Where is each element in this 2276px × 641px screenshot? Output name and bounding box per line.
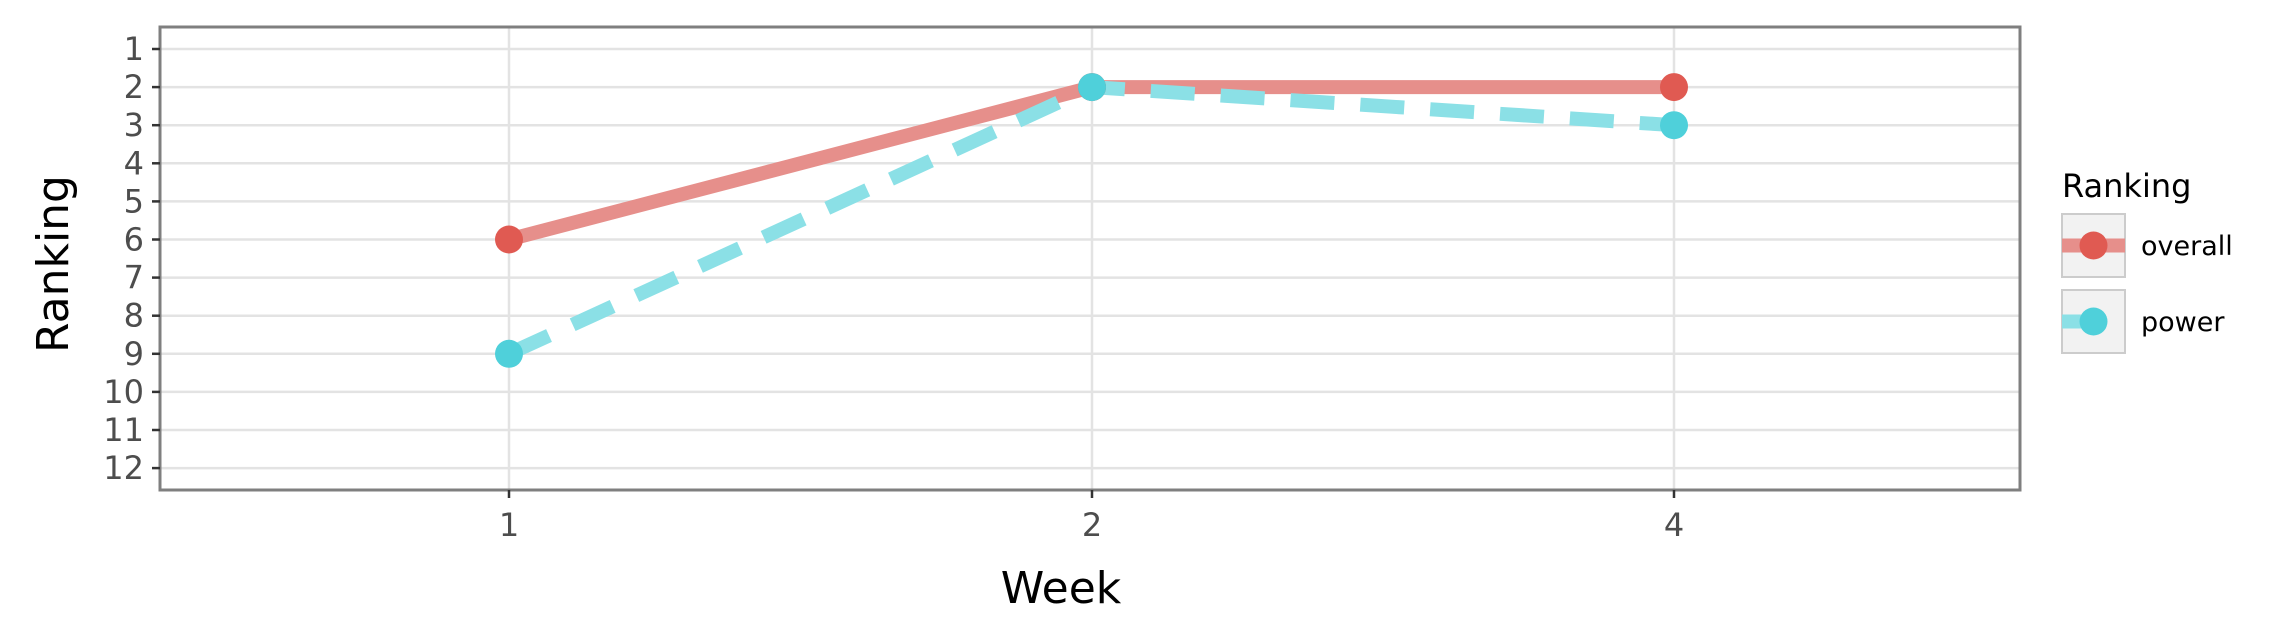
x-tick-label: 2	[1082, 506, 1102, 544]
y-tick-label: 8	[124, 297, 144, 335]
y-tick-label: 7	[124, 259, 144, 297]
data-point-power	[495, 339, 523, 368]
y-tick-label: 5	[124, 182, 144, 220]
y-tick-label: 11	[103, 411, 144, 449]
data-point-power	[1660, 111, 1688, 140]
series-points	[495, 73, 1688, 368]
grid-lines	[160, 27, 2020, 490]
y-tick-label: 9	[124, 335, 144, 373]
y-tick-label: 10	[103, 373, 144, 411]
y-tick-label: 6	[124, 221, 144, 259]
legend-item-overall: overall	[2061, 213, 2233, 278]
y-tick-label: 1	[124, 30, 144, 68]
data-point-power	[1078, 73, 1106, 102]
x-tick-label: 1	[499, 506, 519, 544]
legend-title: Ranking	[2062, 167, 2191, 205]
y-tick-label: 2	[124, 68, 144, 106]
legend-label: power	[2141, 307, 2225, 338]
legend-key-point	[2079, 231, 2108, 260]
x-axis-title: Week	[1001, 563, 1122, 614]
legend-item-power: power	[2061, 289, 2225, 354]
y-tick-label: 12	[103, 449, 144, 487]
data-point-overall	[1660, 73, 1688, 102]
y-tick-label: 4	[124, 144, 144, 182]
legend: Ranking overall power	[2061, 167, 2233, 354]
legend-label: overall	[2141, 231, 2233, 262]
plot-panel-border	[158, 25, 2022, 492]
data-point-overall	[495, 225, 523, 254]
x-tick-label: 4	[1664, 506, 1684, 544]
legend-key-point	[2079, 307, 2108, 336]
y-tick-label: 3	[124, 106, 144, 144]
y-axis-title: Ranking	[28, 175, 79, 353]
